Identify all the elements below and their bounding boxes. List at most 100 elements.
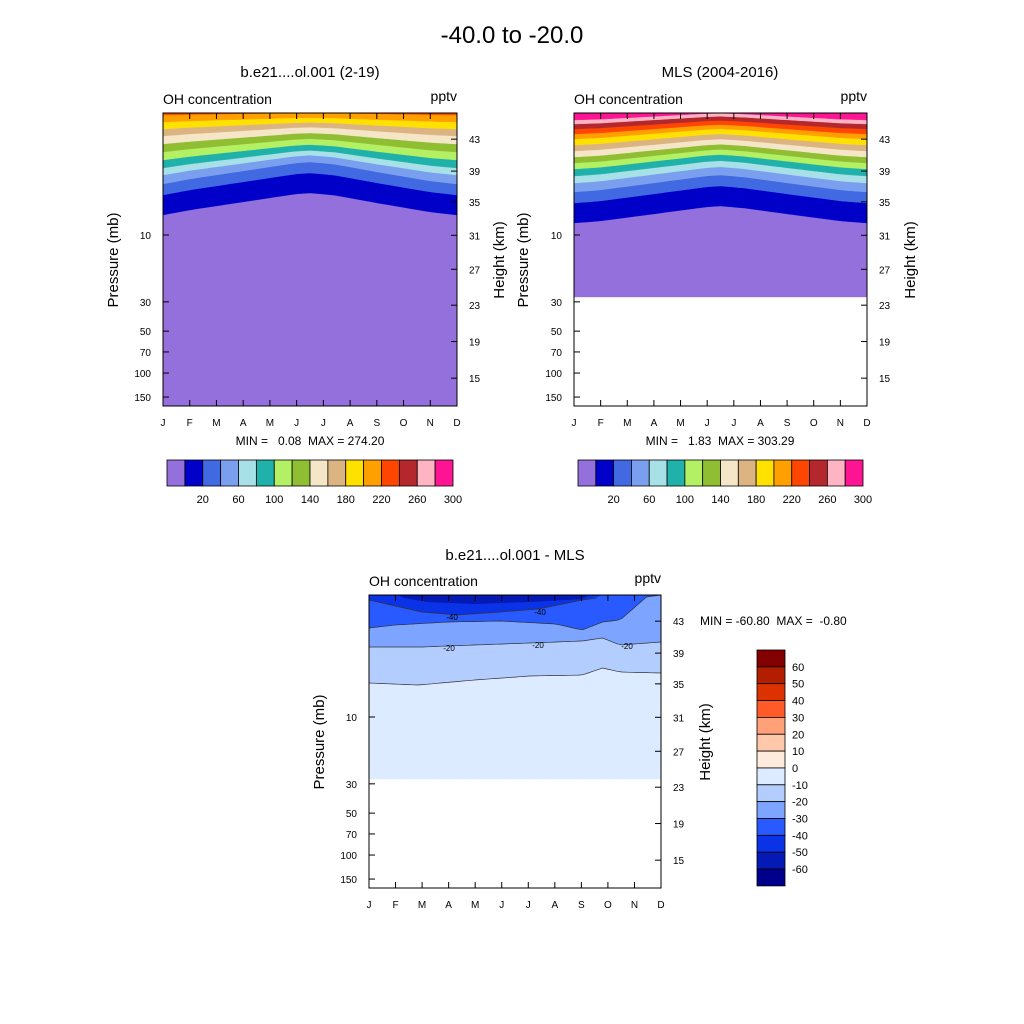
panel-right-colorbar-swatch xyxy=(720,459,739,487)
panel-right-xtick-label: A xyxy=(651,418,658,429)
panel-diff: b.e21....ol.001 - MLS OH concentration p… xyxy=(311,547,847,911)
panel-left-colorbar-label: 180 xyxy=(337,494,355,506)
panel-left-colorbar-swatch xyxy=(398,459,418,487)
panel-diff-xtick-label: F xyxy=(392,900,398,911)
panel-left-ytick-label: 70 xyxy=(140,348,152,359)
panel-diff-ytick-label: 50 xyxy=(346,809,358,820)
panel-right-colorbar-swatch xyxy=(631,459,650,487)
panel-right-ytick-label: 70 xyxy=(551,348,563,359)
panel-diff-colorbar-swatch xyxy=(756,733,786,752)
panel-diff-ytick-label: 70 xyxy=(346,830,358,841)
panel-diff-ytick-label: 10 xyxy=(346,713,358,724)
panel-diff-colorbar-label: 20 xyxy=(792,729,804,741)
panel-right-colorbar: 20 60 100 140 180 220 260 300 xyxy=(577,459,872,506)
panel-right-xtick-label: J xyxy=(572,418,577,429)
panel-right-y2label: Height (km) xyxy=(902,221,919,299)
panel-right-colorbar-swatch xyxy=(826,459,846,487)
panel-left-colorbar-swatch xyxy=(238,459,257,487)
panel-diff-left-string: OH concentration xyxy=(369,573,478,589)
panel-left-ytick-label: 100 xyxy=(134,369,151,380)
panel-right-right-string: pptv xyxy=(841,88,867,104)
panel-diff-colorbar-label: -40 xyxy=(792,830,808,842)
panel-left-colorbar-swatch xyxy=(434,459,454,487)
panel-left-ytick-label: 10 xyxy=(140,231,152,242)
panel-right-ytick-label: 50 xyxy=(551,327,563,338)
panel-diff-colorbar-swatch xyxy=(756,700,786,718)
panel-diff-colorbar-label: 10 xyxy=(792,746,804,758)
panel-left-xtick-label: J xyxy=(161,418,166,429)
panel-left-left-string: OH concentration xyxy=(163,91,272,107)
panel-right-colorbar-swatch xyxy=(648,459,668,487)
panel-diff-contour-label: -20 xyxy=(621,642,633,651)
panel-diff-y2tick-label: 35 xyxy=(673,680,685,691)
panel-left-colorbar-label: 220 xyxy=(372,494,390,506)
panel-right-xtick-label: J xyxy=(705,418,710,429)
panel-diff-colorbar-swatch xyxy=(756,834,786,853)
panel-right-colorbar-swatch xyxy=(791,459,810,487)
panel-left-y2tick-label: 23 xyxy=(469,301,481,312)
panel-diff-colorbar-swatch xyxy=(756,666,786,685)
panel-left-contour-band xyxy=(162,192,458,407)
panel-left-colorbar-swatch xyxy=(166,459,186,487)
panel-left-xtick-label: J xyxy=(294,418,299,429)
panel-left-y2tick-label: 15 xyxy=(469,374,481,385)
panel-left-colorbar-swatch xyxy=(363,459,382,487)
panel-diff-contour-label: -20 xyxy=(532,641,544,650)
panel-diff-y2tick-label: 23 xyxy=(673,783,685,794)
panel-left-xtick-label: M xyxy=(212,418,220,429)
panel-left-colorbar-swatch xyxy=(327,459,347,487)
panel-left-y2tick-label: 27 xyxy=(469,265,481,276)
panel-right-contour-band xyxy=(573,205,868,298)
panel-diff-colorbar-swatch xyxy=(756,683,786,701)
panel-left-colorbar-label: 140 xyxy=(301,494,319,506)
panel-right-ytick-label: 100 xyxy=(545,369,562,380)
panel-left-y2tick-label: 35 xyxy=(469,198,481,209)
panel-diff-title: b.e21....ol.001 - MLS xyxy=(445,547,584,564)
panel-left-colorbar-swatch xyxy=(255,459,275,487)
panel-right-y2tick-label: 15 xyxy=(879,374,891,385)
panel-right-xtick-label: M xyxy=(676,418,684,429)
panel-diff-xtick-label: J xyxy=(499,900,504,911)
panel-diff-ytick-label: 30 xyxy=(346,780,358,791)
panel-left-filled-contours xyxy=(162,112,458,407)
panel-diff-colorbar-label: -20 xyxy=(792,797,808,809)
panel-left-right-string: pptv xyxy=(431,88,457,104)
panel-diff-right-string: pptv xyxy=(635,570,661,586)
panel-diff-xtick-label: N xyxy=(631,900,638,911)
panel-diff-y2tick-label: 19 xyxy=(673,820,685,831)
panel-left-ytick-label: 50 xyxy=(140,327,152,338)
panel-left-y2tick-label: 31 xyxy=(469,231,481,242)
panel-diff-colorbar-label: 60 xyxy=(792,662,804,674)
panel-diff-colorbar-label: -60 xyxy=(792,864,808,876)
panel-left-colorbar-swatch xyxy=(345,459,365,487)
panel-right-colorbar-label: 180 xyxy=(747,494,765,506)
panel-diff-colorbar-swatch xyxy=(756,818,786,836)
panel-right-xtick-label: M xyxy=(623,418,631,429)
panel-diff-xtick-label: O xyxy=(604,900,612,911)
panel-left-xtick-label: A xyxy=(240,418,247,429)
panel-right-colorbar-swatch xyxy=(684,459,704,487)
panel-diff-colorbar-swatch xyxy=(756,767,786,786)
panel-right-colorbar-swatch xyxy=(737,459,757,487)
panel-right-xtick-label: D xyxy=(863,418,870,429)
panel-right-y2tick-label: 19 xyxy=(879,338,891,349)
panel-left-xtick-label: N xyxy=(427,418,434,429)
panel-diff-contour-line xyxy=(368,594,662,630)
panel-right-colorbar-swatch xyxy=(702,459,721,487)
panel-diff-colorbar: 60 50 40 30 20 10 0 -10 -20 -30 -40 -50 -60 xyxy=(756,649,808,887)
panel-diff-contour-label: -20 xyxy=(443,644,455,653)
panel-right-colorbar-swatch xyxy=(577,459,597,487)
panel-left-xtick-label: A xyxy=(347,418,354,429)
panel-left-ytick-label: 150 xyxy=(134,393,151,404)
panel-right-y2tick-label: 31 xyxy=(879,231,891,242)
panel-diff-colorbar-label: 30 xyxy=(792,712,804,724)
panel-left-colorbar-label: 300 xyxy=(444,494,462,506)
panel-right-colorbar-label: 100 xyxy=(676,494,694,506)
panel-right-y2tick-label: 23 xyxy=(879,301,891,312)
panel-diff-colorbar-label: 50 xyxy=(792,679,804,691)
panel-left-xtick-label: J xyxy=(321,418,326,429)
panel-right-colorbar-label: 220 xyxy=(783,494,801,506)
panel-right-ylabel: Pressure (mb) xyxy=(515,212,532,307)
panel-diff-xtick-label: D xyxy=(657,900,664,911)
panel-left-colorbar-label: 60 xyxy=(232,494,244,506)
